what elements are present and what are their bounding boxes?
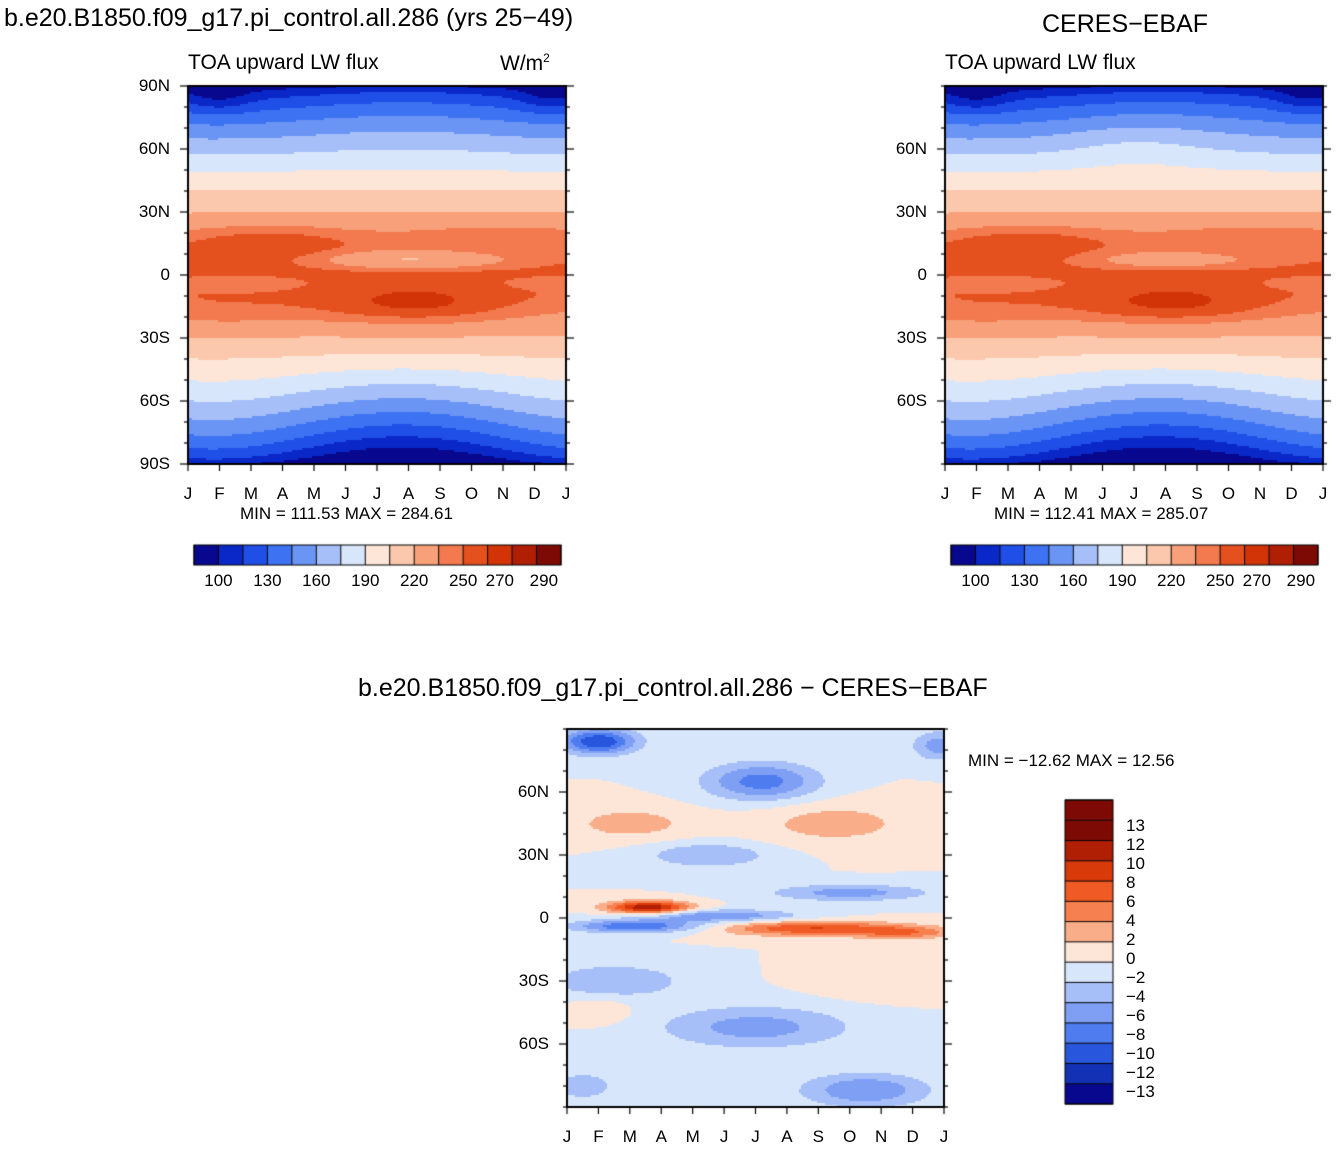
x-tick-label: S	[1191, 484, 1203, 503]
x-tick-label: D	[906, 1127, 919, 1146]
colorbar-tick-label: 130	[1010, 571, 1039, 590]
x-tick-label: J	[751, 1127, 760, 1146]
x-tick-label: J	[1318, 484, 1328, 503]
y-tick-label: 90S	[139, 454, 170, 473]
x-tick-label: O	[843, 1127, 857, 1146]
panel1-subtitle: TOA upward LW flux	[188, 51, 379, 74]
panel2-stats: MIN = 112.41 MAX = 285.07	[994, 504, 1209, 523]
x-tick-label: M	[622, 1127, 637, 1146]
y-tick-label: 30N	[138, 202, 170, 221]
x-tick-label: J	[561, 484, 571, 503]
colorbar-tick-label: 250	[448, 571, 478, 590]
x-tick-label: F	[214, 484, 225, 503]
colorbar-tick-label: 250	[1205, 571, 1235, 590]
colorbar-tick-label: 290	[529, 571, 559, 590]
colorbar-tick-label: −10	[1126, 1044, 1155, 1063]
colorbar-tick-label: 4	[1126, 911, 1136, 930]
x-tick-label: M	[1063, 484, 1079, 503]
x-tick-label: J	[940, 484, 950, 503]
x-tick-label: J	[939, 1127, 949, 1146]
x-tick-label: J	[372, 484, 382, 503]
panel2-title: CERES−EBAF	[1042, 10, 1209, 38]
colorbar-tick-label: −6	[1126, 1006, 1146, 1025]
x-tick-label: D	[528, 484, 541, 503]
colorbar-tick-label: 13	[1126, 816, 1145, 835]
colorbar-tick-label: 8	[1126, 873, 1136, 892]
panel1-stats: MIN = 111.53 MAX = 284.61	[240, 504, 453, 523]
x-tick-label: F	[593, 1127, 604, 1146]
x-tick-label: A	[781, 1127, 793, 1146]
colorbar-tick-label: 130	[253, 571, 282, 590]
x-tick-label: F	[971, 484, 982, 503]
colorbar-tick-label: 100	[961, 571, 990, 590]
colorbar-tick-label: 220	[1157, 571, 1186, 590]
panel2-subtitle: TOA upward LW flux	[945, 51, 1136, 74]
x-tick-label: A	[1159, 484, 1172, 503]
y-tick-label: 60N	[138, 139, 170, 158]
colorbar-tick-label: 10	[1126, 854, 1145, 873]
colorbar-tick-label: 220	[400, 571, 429, 590]
x-tick-label: J	[183, 484, 193, 503]
x-tick-label: A	[402, 484, 415, 503]
y-tick-label: 60N	[517, 782, 549, 801]
colorbar-tick-label: 6	[1126, 892, 1136, 911]
y-tick-label: 30S	[896, 328, 927, 347]
y-tick-label: 60S	[139, 391, 170, 410]
x-tick-label: M	[685, 1127, 700, 1146]
y-tick-label: 30S	[518, 971, 549, 990]
x-tick-label: N	[496, 484, 510, 503]
y-tick-label: 30N	[517, 845, 549, 864]
colorbar-tick-label: 190	[351, 571, 380, 590]
panel3-stats: MIN = −12.62 MAX = 12.56	[968, 751, 1175, 770]
y-tick-label: 90N	[138, 76, 170, 95]
colorbar-tick-label: −8	[1126, 1025, 1146, 1044]
x-tick-label: J	[1129, 484, 1139, 503]
panel1-units: W/m2	[500, 51, 550, 75]
x-tick-label: J	[562, 1127, 572, 1146]
x-tick-label: O	[464, 484, 479, 503]
colorbar-tick-label: −4	[1126, 987, 1146, 1006]
x-tick-label: J	[719, 1127, 729, 1146]
colorbar-tick-label: 12	[1126, 835, 1145, 854]
x-tick-label: S	[812, 1127, 824, 1146]
colorbar-tick-label: 0	[1126, 949, 1136, 968]
y-tick-label: 30N	[895, 202, 927, 221]
panel1-units-sup: 2	[543, 51, 550, 65]
colorbar-tick-label: 100	[204, 571, 233, 590]
colorbar-tick-label: −12	[1126, 1063, 1155, 1082]
colorbar-tick-label: 160	[1059, 571, 1088, 590]
panel1-title: b.e20.B1850.f09_g17.pi_control.all.286 (…	[4, 4, 574, 32]
x-tick-label: A	[276, 484, 289, 503]
x-tick-label: J	[1098, 484, 1107, 503]
y-tick-label: 0	[917, 265, 927, 284]
y-tick-label: 0	[160, 265, 170, 284]
x-tick-label: A	[1033, 484, 1046, 503]
y-tick-label: 30S	[139, 328, 170, 347]
x-tick-label: O	[1221, 484, 1236, 503]
x-tick-label: S	[434, 484, 446, 503]
x-tick-label: D	[1285, 484, 1298, 503]
x-tick-label: N	[875, 1127, 888, 1146]
y-tick-label: 60S	[896, 391, 927, 410]
colorbar-tick-label: 270	[485, 571, 515, 590]
y-tick-label: 0	[539, 908, 549, 927]
y-tick-label: 60N	[895, 139, 927, 158]
colorbar-tick-label: 2	[1126, 930, 1136, 949]
colorbar-tick-label: 290	[1286, 571, 1316, 590]
x-tick-label: M	[306, 484, 322, 503]
y-tick-label: 60S	[518, 1034, 549, 1053]
colorbar-tick-label: −2	[1126, 968, 1146, 987]
x-tick-label: J	[341, 484, 350, 503]
colorbar-tick-label: 270	[1242, 571, 1272, 590]
colorbar-tick-label: 160	[302, 571, 331, 590]
x-tick-label: A	[655, 1127, 667, 1146]
x-tick-label: M	[243, 484, 259, 503]
x-tick-label: M	[1000, 484, 1016, 503]
colorbar-tick-label: 190	[1108, 571, 1137, 590]
panel3-title: b.e20.B1850.f09_g17.pi_control.all.286 −…	[358, 674, 988, 702]
colorbar-tick-label: −13	[1126, 1082, 1155, 1101]
x-tick-label: N	[1253, 484, 1267, 503]
